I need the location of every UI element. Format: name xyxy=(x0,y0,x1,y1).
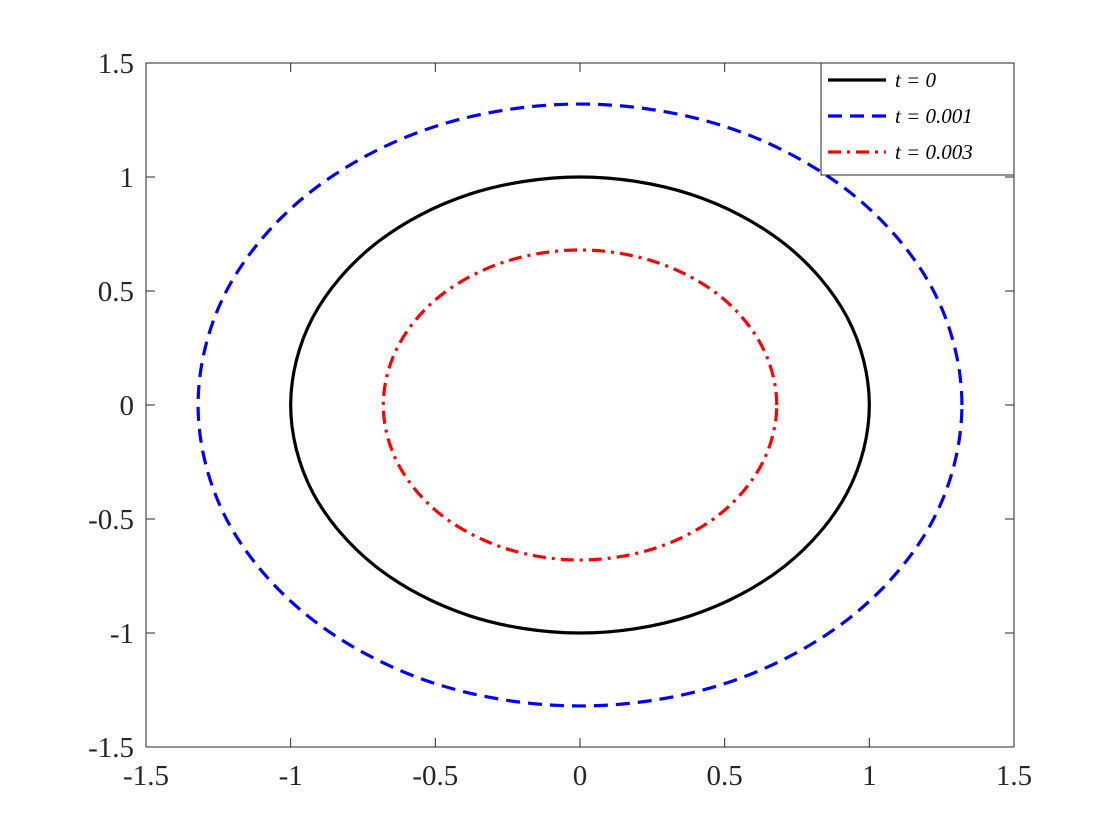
x-tick-label: 1.5 xyxy=(996,760,1032,792)
y-tick-label: 0.5 xyxy=(98,276,134,308)
x-tick-label: -0.5 xyxy=(412,760,458,792)
y-tick-label: 0 xyxy=(120,390,135,422)
legend-label: t = 0.001 xyxy=(895,104,973,128)
plot-frame xyxy=(145,62,1015,748)
series-line xyxy=(196,102,964,708)
y-tick-label: -1 xyxy=(110,618,134,650)
y-tick-label: -1.5 xyxy=(88,732,134,764)
legend-label: t = 0.003 xyxy=(895,140,973,164)
y-tick-label: 1 xyxy=(120,162,135,194)
x-tick-label: 1 xyxy=(862,760,877,792)
x-tick-label: 0.5 xyxy=(707,760,743,792)
legend-label: t = 0 xyxy=(895,68,937,92)
legend-box xyxy=(820,62,1015,176)
y-tick-label: 1.5 xyxy=(98,48,134,80)
x-tick-label: -1.5 xyxy=(123,760,169,792)
series-line xyxy=(381,248,779,562)
x-tick-label: 0 xyxy=(573,760,588,792)
y-tick-label: -0.5 xyxy=(88,504,134,536)
legend: t = 0 t = 0.001 t = 0.003 xyxy=(820,62,1015,176)
x-tick-label: -1 xyxy=(279,760,303,792)
series-line xyxy=(289,175,871,635)
